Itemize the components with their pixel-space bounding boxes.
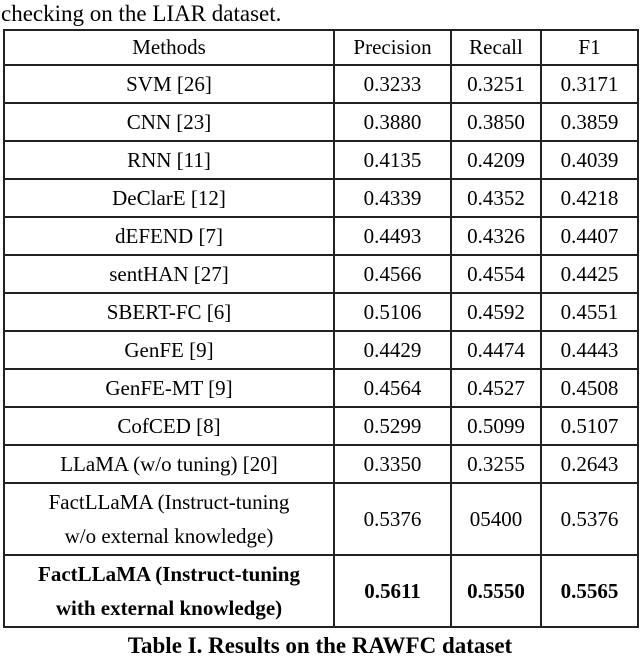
f1-cell: 0.2643	[540, 444, 639, 484]
recall-cell: 0.4352	[450, 178, 542, 218]
method-cell: GenFE-MT [9]	[3, 368, 335, 408]
f1-cell: 0.4508	[540, 368, 639, 408]
table-body: SVM [26] 0.3233 0.3251 0.3171 CNN [23] 0…	[3, 64, 639, 628]
col-header-recall: Recall	[450, 29, 542, 66]
method-cell: FactLLaMA (Instruct-tuning w/o external …	[3, 482, 335, 556]
recall-cell: 0.3255	[450, 444, 542, 484]
precision-cell: 0.5376	[333, 482, 452, 556]
method-cell: CNN [23]	[3, 102, 335, 142]
method-cell: dEFEND [7]	[3, 216, 335, 256]
f1-cell: 0.4551	[540, 292, 639, 332]
recall-cell: 0.4326	[450, 216, 542, 256]
method-cell: CofCED [8]	[3, 406, 335, 446]
f1-cell: 0.4443	[540, 330, 639, 370]
col-header-precision: Precision	[333, 29, 452, 66]
header-row: Methods Precision Recall F1	[3, 29, 639, 66]
table-row: RNN [11] 0.4135 0.4209 0.4039	[3, 140, 639, 180]
method-cell: SBERT-FC [6]	[3, 292, 335, 332]
f1-cell: 0.5376	[540, 482, 639, 556]
table-row: LLaMA (w/o tuning) [20] 0.3350 0.3255 0.…	[3, 444, 639, 484]
precision-cell: 0.5299	[333, 406, 452, 446]
f1-cell: 0.5565	[540, 554, 639, 628]
body-text-line: checking on the LIAR dataset.	[1, 1, 282, 26]
f1-cell: 0.3171	[540, 64, 639, 104]
precision-cell: 0.3350	[333, 444, 452, 484]
recall-cell: 0.5099	[450, 406, 542, 446]
col-header-methods: Methods	[3, 29, 335, 66]
table-row: SVM [26] 0.3233 0.3251 0.3171	[3, 64, 639, 104]
recall-cell: 0.4474	[450, 330, 542, 370]
precision-cell: 0.4564	[333, 368, 452, 408]
table-header: Methods Precision Recall F1	[3, 29, 639, 66]
precision-cell: 0.3233	[333, 64, 452, 104]
precision-cell: 0.4493	[333, 216, 452, 256]
f1-cell: 0.4039	[540, 140, 639, 180]
f1-cell: 0.3859	[540, 102, 639, 142]
recall-cell: 05400	[450, 482, 542, 556]
recall-cell: 0.3850	[450, 102, 542, 142]
method-cell: sentHAN [27]	[3, 254, 335, 294]
method-cell: DeClarE [12]	[3, 178, 335, 218]
table-row: SBERT-FC [6] 0.5106 0.4592 0.4551	[3, 292, 639, 332]
table-row: DeClarE [12] 0.4339 0.4352 0.4218	[3, 178, 639, 218]
recall-cell: 0.4527	[450, 368, 542, 408]
recall-cell: 0.4554	[450, 254, 542, 294]
precision-cell: 0.4135	[333, 140, 452, 180]
f1-cell: 0.5107	[540, 406, 639, 446]
precision-cell: 0.3880	[333, 102, 452, 142]
method-cell: FactLLaMA (Instruct-tuning with external…	[3, 554, 335, 628]
table-row: GenFE-MT [9] 0.4564 0.4527 0.4508	[3, 368, 639, 408]
f1-cell: 0.4425	[540, 254, 639, 294]
precision-cell: 0.4429	[333, 330, 452, 370]
table-row: CNN [23] 0.3880 0.3850 0.3859	[3, 102, 639, 142]
method-cell: RNN [11]	[3, 140, 335, 180]
method-cell: LLaMA (w/o tuning) [20]	[3, 444, 335, 484]
precision-cell: 0.5106	[333, 292, 452, 332]
table-row: FactLLaMA (Instruct-tuning w/o external …	[3, 482, 639, 556]
f1-cell: 0.4407	[540, 216, 639, 256]
col-header-f1: F1	[540, 29, 639, 66]
method-cell: SVM [26]	[3, 64, 335, 104]
recall-cell: 0.4209	[450, 140, 542, 180]
table-row: CofCED [8] 0.5299 0.5099 0.5107	[3, 406, 639, 446]
recall-cell: 0.4592	[450, 292, 542, 332]
precision-cell: 0.4566	[333, 254, 452, 294]
table-row: dEFEND [7] 0.4493 0.4326 0.4407	[3, 216, 639, 256]
precision-cell: 0.4339	[333, 178, 452, 218]
method-cell: GenFE [9]	[3, 330, 335, 370]
table-caption: Table I. Results on the RAWFC dataset	[127, 633, 513, 658]
table-row: GenFE [9] 0.4429 0.4474 0.4443	[3, 330, 639, 370]
table-row: sentHAN [27] 0.4566 0.4554 0.4425	[3, 254, 639, 294]
recall-cell: 0.5550	[450, 554, 542, 628]
table-row: FactLLaMA (Instruct-tuning with external…	[3, 554, 639, 628]
precision-cell: 0.5611	[333, 554, 452, 628]
recall-cell: 0.3251	[450, 64, 542, 104]
f1-cell: 0.4218	[540, 178, 639, 218]
results-table: Methods Precision Recall F1 SVM [26] 0.3…	[3, 29, 639, 628]
